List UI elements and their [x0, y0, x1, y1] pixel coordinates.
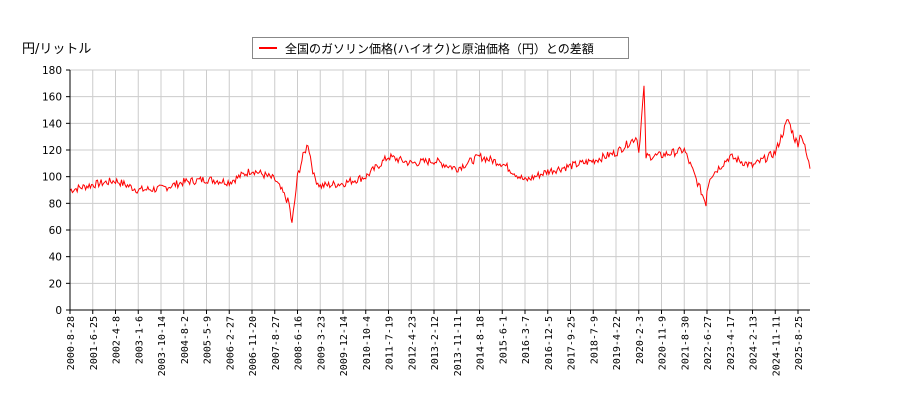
x-tick-label: 2022-6-27: [703, 316, 714, 370]
y-axis: 0 20 40 60 80 100 120 140 160 180: [42, 65, 70, 317]
x-tick-label: 2011-7-19: [385, 316, 396, 370]
x-tick-label: 2000-8-28: [66, 316, 77, 370]
x-tick-label: 2013-11-11: [453, 316, 464, 376]
x-tick-label: 2023-4-17: [726, 316, 737, 370]
x-tick-label: 2009-3-23: [316, 316, 327, 370]
x-tick-label: 2024-2-13: [749, 316, 760, 370]
legend-label: 全国のガソリン価格(ハイオク)と原油価格（円）との差額: [285, 41, 594, 56]
y-tick-label: 120: [42, 145, 62, 157]
x-tick-label: 2025-8-25: [794, 316, 805, 370]
legend-line-swatch-icon: [259, 47, 277, 49]
x-tick-label: 2020-2-3: [635, 316, 646, 364]
x-tick-label: 2017-9-25: [567, 316, 578, 370]
x-tick-label: 2016-12-5: [544, 316, 555, 370]
x-tick-label: 2021-8-30: [680, 316, 691, 370]
y-tick-label: 180: [42, 65, 62, 77]
x-tick-label: 2010-10-4: [362, 316, 373, 370]
x-tick-label: 2004-8-2: [180, 316, 191, 364]
plot-frame: [70, 70, 810, 310]
x-tick-label: 2024-11-11: [771, 316, 782, 376]
x-tick-label: 2016-3-7: [521, 316, 532, 364]
x-tick-label: 2014-8-18: [476, 316, 487, 370]
x-tick-label: 2007-8-27: [271, 316, 282, 370]
x-tick-label: 2009-12-14: [339, 316, 350, 376]
x-tick-label: 2003-10-14: [157, 316, 168, 376]
x-tick-label: 2012-4-23: [407, 316, 418, 370]
x-tick-label: 2006-11-20: [248, 316, 259, 376]
chart-legend: 全国のガソリン価格(ハイオク)と原油価格（円）との差額: [252, 37, 629, 59]
x-tick-label: 2015-6-1: [498, 316, 509, 364]
grid-lines: [70, 69, 810, 311]
data-series-line: [69, 85, 811, 223]
y-tick-label: 0: [55, 305, 62, 317]
x-axis: 2000-8-28 2001-6-25 2002-4-8 2003-1-6 2003-1…: [66, 310, 805, 376]
y-tick-label: 160: [42, 92, 62, 104]
y-tick-label: 140: [42, 118, 62, 130]
x-tick-label: 2002-4-8: [112, 316, 123, 364]
x-tick-label: 2020-11-9: [658, 316, 669, 370]
y-tick-label: 20: [49, 278, 62, 290]
x-tick-label: 2008-6-16: [294, 316, 305, 370]
x-tick-label: 2018-7-9: [589, 316, 600, 364]
x-tick-label: 2013-2-12: [430, 316, 441, 370]
x-tick-label: 2005-5-9: [203, 316, 214, 364]
y-tick-label: 60: [49, 225, 62, 237]
x-tick-label: 2003-1-6: [134, 316, 145, 364]
y-tick-label: 100: [42, 172, 62, 184]
x-tick-label: 2001-6-25: [89, 316, 100, 370]
x-tick-label: 2019-4-22: [612, 316, 623, 370]
y-axis-unit-label: 円/リットル: [22, 42, 92, 57]
x-tick-label: 2006-2-27: [225, 316, 236, 370]
y-tick-label: 40: [49, 252, 62, 264]
y-tick-label: 80: [49, 198, 62, 210]
